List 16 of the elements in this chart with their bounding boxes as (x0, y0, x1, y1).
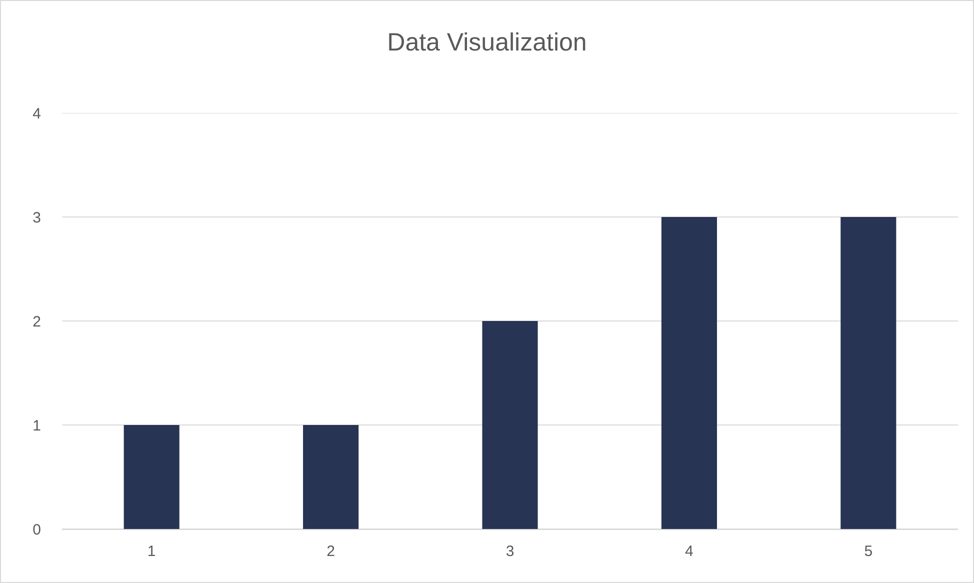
x-tick-label: 1 (147, 543, 156, 560)
y-tick-label: 3 (32, 209, 41, 226)
bar (661, 217, 717, 529)
bar (124, 425, 180, 529)
bar (482, 321, 538, 529)
y-tick-label: 4 (32, 105, 41, 122)
bar (840, 217, 896, 529)
y-tick-label: 1 (32, 417, 41, 434)
x-tick-label: 2 (326, 543, 335, 560)
bar (303, 425, 359, 529)
x-tick-label: 5 (864, 543, 873, 560)
y-tick-label: 2 (32, 313, 41, 330)
y-tick-label: 0 (32, 521, 41, 538)
x-tick-label: 3 (506, 543, 514, 560)
chart-title: Data Visualization (387, 28, 587, 56)
x-tick-label: 4 (685, 543, 694, 560)
